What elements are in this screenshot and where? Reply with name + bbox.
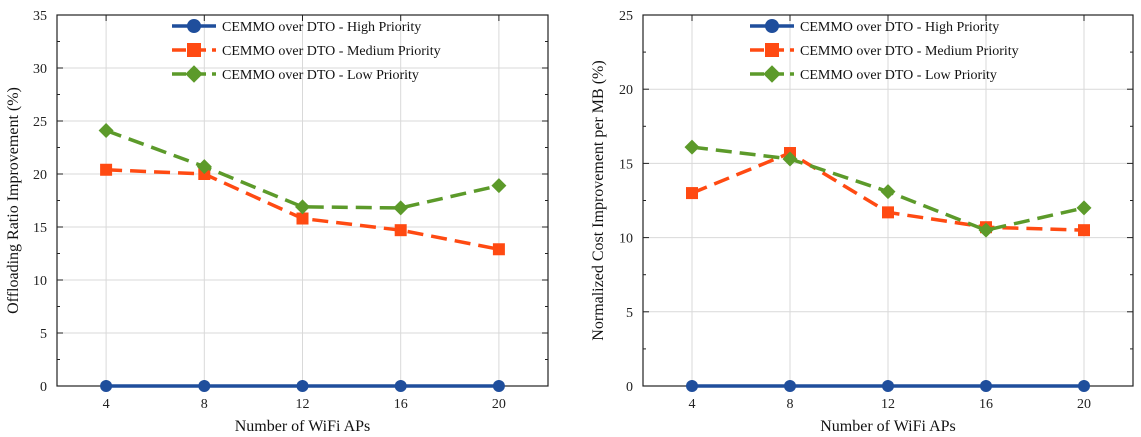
x-tick-label: 8 — [201, 397, 208, 412]
y-tick-label: 5 — [40, 327, 47, 342]
data-point — [1076, 200, 1092, 216]
series-1 — [686, 380, 1090, 392]
data-point — [198, 380, 211, 392]
y-tick-label: 5 — [626, 306, 633, 321]
data-point — [492, 380, 505, 392]
data-point — [394, 380, 407, 392]
series-1 — [100, 380, 505, 392]
y-tick-label: 0 — [626, 380, 633, 395]
data-point — [882, 380, 894, 392]
x-tick-label: 8 — [787, 397, 794, 412]
data-point — [1078, 224, 1090, 237]
y-tick-label: 25 — [619, 9, 633, 24]
legend: CEMMO over DTO - High Priority CEMMO over… — [750, 19, 1019, 83]
chart-panel-1: 4 8 12 16 20 0 5 10 15 20 25 30 35 Number of WiFi APs… — [5, 9, 549, 435]
x-tick-label: 4 — [689, 397, 696, 412]
y-axis-label: Offloading Ratio Improvement (%) — [5, 87, 22, 314]
legend-label: CEMMO over DTO - Medium Priority — [800, 44, 1019, 59]
x-tick-label: 16 — [979, 397, 993, 412]
legend-swatch-marker — [765, 43, 779, 57]
legend-swatch-marker — [185, 65, 203, 83]
data-point — [394, 224, 407, 237]
y-tick-label: 30 — [33, 62, 47, 77]
data-point — [492, 243, 505, 256]
legend-label: CEMMO over DTO - Medium Priority — [222, 44, 441, 59]
data-point — [684, 139, 700, 155]
x-tick-label: 4 — [103, 397, 110, 412]
data-point — [980, 380, 992, 392]
legend-swatch-marker — [187, 43, 201, 57]
data-point — [782, 151, 798, 167]
x-tick-label: 16 — [394, 397, 408, 412]
data-point — [100, 380, 113, 392]
data-point — [296, 380, 309, 392]
legend-swatch-marker — [187, 19, 201, 33]
y-tick-label: 15 — [619, 157, 633, 172]
data-point — [978, 222, 994, 238]
series-3 — [684, 139, 1092, 238]
data-point — [1078, 380, 1090, 392]
data-point — [880, 184, 896, 200]
data-point — [686, 380, 698, 392]
series-3 — [98, 123, 507, 216]
x-axis-label: Number of WiFi APs — [820, 418, 956, 435]
chart-panel-2: 4 8 12 16 20 0 5 10 15 20 25 Number of WiFi APs Norm… — [590, 9, 1134, 435]
legend-label: CEMMO over DTO - High Priority — [800, 20, 999, 35]
data-point — [100, 163, 113, 176]
y-tick-label: 20 — [619, 83, 633, 98]
y-tick-label: 35 — [33, 9, 47, 24]
y-tick-label: 0 — [40, 380, 47, 395]
y-tick-label: 15 — [33, 221, 47, 236]
data-point — [296, 212, 309, 225]
y-tick-label: 10 — [33, 274, 47, 289]
legend-swatch-marker — [763, 65, 781, 83]
y-axis-label: Normalized Cost Improvement per MB (%) — [590, 60, 607, 340]
legend: CEMMO over DTO - High Priority CEMMO over… — [172, 19, 441, 83]
data-point — [784, 380, 796, 392]
legend-label: CEMMO over DTO - High Priority — [222, 20, 421, 35]
y-tick-label: 20 — [33, 168, 47, 183]
y-tick-label: 25 — [33, 115, 47, 130]
series-2 — [100, 163, 505, 256]
legend-swatch-marker — [765, 19, 779, 33]
data-point — [98, 123, 114, 139]
data-point — [882, 206, 894, 219]
x-tick-label: 12 — [296, 397, 310, 412]
data-point — [295, 199, 310, 215]
data-point — [393, 200, 409, 216]
data-point — [196, 159, 212, 175]
x-tick-label: 20 — [1077, 397, 1091, 412]
legend-label: CEMMO over DTO - Low Priority — [222, 68, 419, 83]
y-tick-label: 10 — [619, 232, 633, 247]
legend-label: CEMMO over DTO - Low Priority — [800, 68, 997, 83]
x-tick-label: 20 — [492, 397, 506, 412]
data-point — [686, 187, 698, 200]
x-tick-label: 12 — [881, 397, 895, 412]
data-point — [491, 178, 507, 194]
x-axis-label: Number of WiFi APs — [235, 418, 371, 435]
series-line — [105, 128, 500, 210]
